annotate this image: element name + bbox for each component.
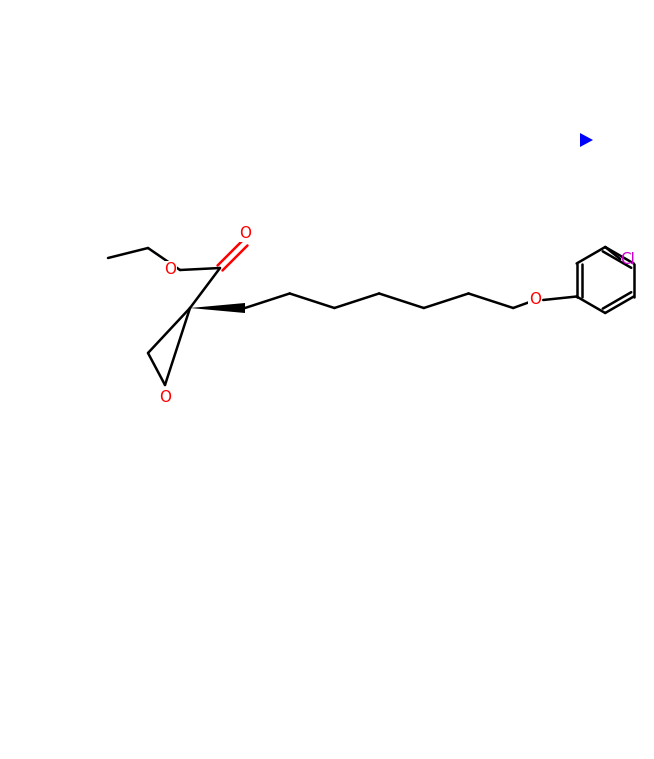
Text: O: O [239,225,251,241]
Polygon shape [190,303,245,313]
Text: O: O [164,263,176,278]
Polygon shape [580,133,593,147]
Text: Cl: Cl [620,251,635,266]
Text: O: O [159,389,171,405]
Text: O: O [529,292,542,307]
